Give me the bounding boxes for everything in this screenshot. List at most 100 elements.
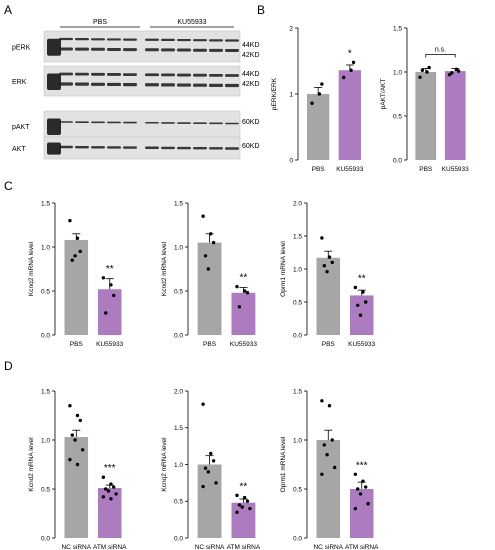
y-tick-label: 1.5 xyxy=(41,388,50,395)
blot-marker-band xyxy=(47,142,61,155)
data-point xyxy=(320,399,324,403)
y-tick-label: 0.5 xyxy=(293,299,302,306)
blot-band xyxy=(75,72,89,76)
blot-band xyxy=(145,146,159,149)
data-point xyxy=(211,459,216,463)
data-point xyxy=(322,264,326,268)
y-tick-label: 0.0 xyxy=(293,535,302,542)
y-tick-label: 0.0 xyxy=(174,535,183,542)
y-axis-label: Kcnq2 mRNA level xyxy=(161,437,168,492)
blot-band xyxy=(193,48,207,52)
data-point xyxy=(70,433,74,437)
data-point xyxy=(450,71,454,75)
blot-band xyxy=(161,146,175,150)
blot-band xyxy=(225,122,239,125)
data-point xyxy=(203,466,208,470)
blot-band xyxy=(75,38,89,41)
blot-band xyxy=(161,83,175,87)
bar-chart-2: 0.0 0.5 1.0 1.5 pAKT/AKT PBS KU55933 n.s. xyxy=(380,25,469,173)
blot-band xyxy=(225,147,239,150)
data-point xyxy=(109,482,113,486)
y-axis-label: Kcnd2 mRNA level xyxy=(28,437,35,492)
data-point xyxy=(201,214,205,218)
blot-band xyxy=(59,72,73,76)
data-point xyxy=(109,497,113,501)
data-point xyxy=(242,495,247,500)
data-point xyxy=(240,505,244,509)
blot-band xyxy=(145,73,159,77)
blot-band xyxy=(107,82,121,87)
significance-label: ** xyxy=(240,481,248,492)
blot-band xyxy=(75,47,89,51)
data-point xyxy=(322,443,326,447)
panel-letter-d: D xyxy=(4,359,13,373)
bar-charts: 0 1 2 pERK/ERK PBS KU55933 * 0.0 0.5 1.0 1.5 pAKT/A… xyxy=(28,25,469,550)
blot-kd-label: 44KD xyxy=(242,42,260,49)
y-tick-label: 2.0 xyxy=(293,200,302,207)
blot-band xyxy=(209,83,223,87)
blot-band xyxy=(123,146,137,149)
data-point xyxy=(425,70,429,74)
data-point xyxy=(78,418,82,423)
y-axis-label: pAKT/AKT xyxy=(380,79,387,110)
bar-control xyxy=(316,440,341,538)
y-tick-label: 1.5 xyxy=(174,200,183,207)
blot-row-label-pakt: pAKT xyxy=(12,124,30,131)
blot-band xyxy=(91,146,105,149)
blot-kd-label: 42KD xyxy=(242,52,260,59)
data-point xyxy=(353,506,358,511)
blot-group-label-pbs: PBS xyxy=(93,19,107,26)
data-point xyxy=(418,75,422,79)
x-tick-label: KU55933 xyxy=(96,341,123,348)
data-point xyxy=(245,499,250,503)
y-axis-label: Oprm1 mRNA level xyxy=(280,436,287,492)
blot-band xyxy=(225,83,239,88)
data-point xyxy=(78,249,82,254)
bar-control xyxy=(307,94,330,160)
blot-row-label-perk: pERK xyxy=(12,45,31,52)
data-point xyxy=(209,232,213,236)
bar-chart-3: 0.0 0.5 1.0 1.5 Kcnq2 mRNA level PBS KU55933 ** xyxy=(28,200,124,348)
data-point xyxy=(101,276,106,280)
bar-treated xyxy=(97,289,122,335)
y-tick-label: 1.0 xyxy=(293,437,302,444)
blot-band xyxy=(59,82,73,86)
significance-label: ** xyxy=(106,264,114,275)
x-tick-label: PBS xyxy=(203,341,217,348)
data-point xyxy=(68,404,72,408)
blot-kd-label: 44KD xyxy=(242,71,260,78)
blot-band xyxy=(91,82,105,86)
bar-chart-4: 0.0 0.5 1.0 1.5 Kcnd2 mRNA level PBS KU55933 ** xyxy=(161,200,257,348)
blot-band xyxy=(107,146,121,149)
y-tick-label: 0 xyxy=(289,157,293,164)
data-point xyxy=(327,255,332,259)
data-point xyxy=(201,484,205,489)
x-tick-label: ATM siRNA xyxy=(227,544,261,550)
blot-band xyxy=(225,49,239,52)
y-tick-label: 0.5 xyxy=(41,288,50,295)
blot-band xyxy=(209,73,223,77)
y-tick-label: 0.5 xyxy=(174,288,183,295)
y-tick-label: 1.0 xyxy=(174,244,183,251)
data-point xyxy=(358,492,363,496)
significance-label: *** xyxy=(356,460,368,471)
bar-treated xyxy=(231,292,256,335)
data-point xyxy=(361,290,365,294)
blot-band xyxy=(123,73,137,76)
data-point xyxy=(104,487,108,491)
blot-band xyxy=(193,83,207,87)
data-point xyxy=(366,502,370,506)
blot-strip-akt xyxy=(43,136,241,160)
blot-marker-band xyxy=(47,38,61,56)
y-tick-label: 0.0 xyxy=(174,332,183,339)
data-point xyxy=(320,236,324,240)
blot-marker-band xyxy=(47,118,61,135)
blot-band xyxy=(107,38,121,41)
blot-band xyxy=(59,145,73,149)
data-point xyxy=(104,311,108,315)
x-tick-label: KU55933 xyxy=(336,166,363,173)
y-tick-label: 0.0 xyxy=(293,332,302,339)
x-tick-label: KU55933 xyxy=(348,341,375,348)
blot-band xyxy=(225,74,239,77)
data-point xyxy=(358,313,363,317)
